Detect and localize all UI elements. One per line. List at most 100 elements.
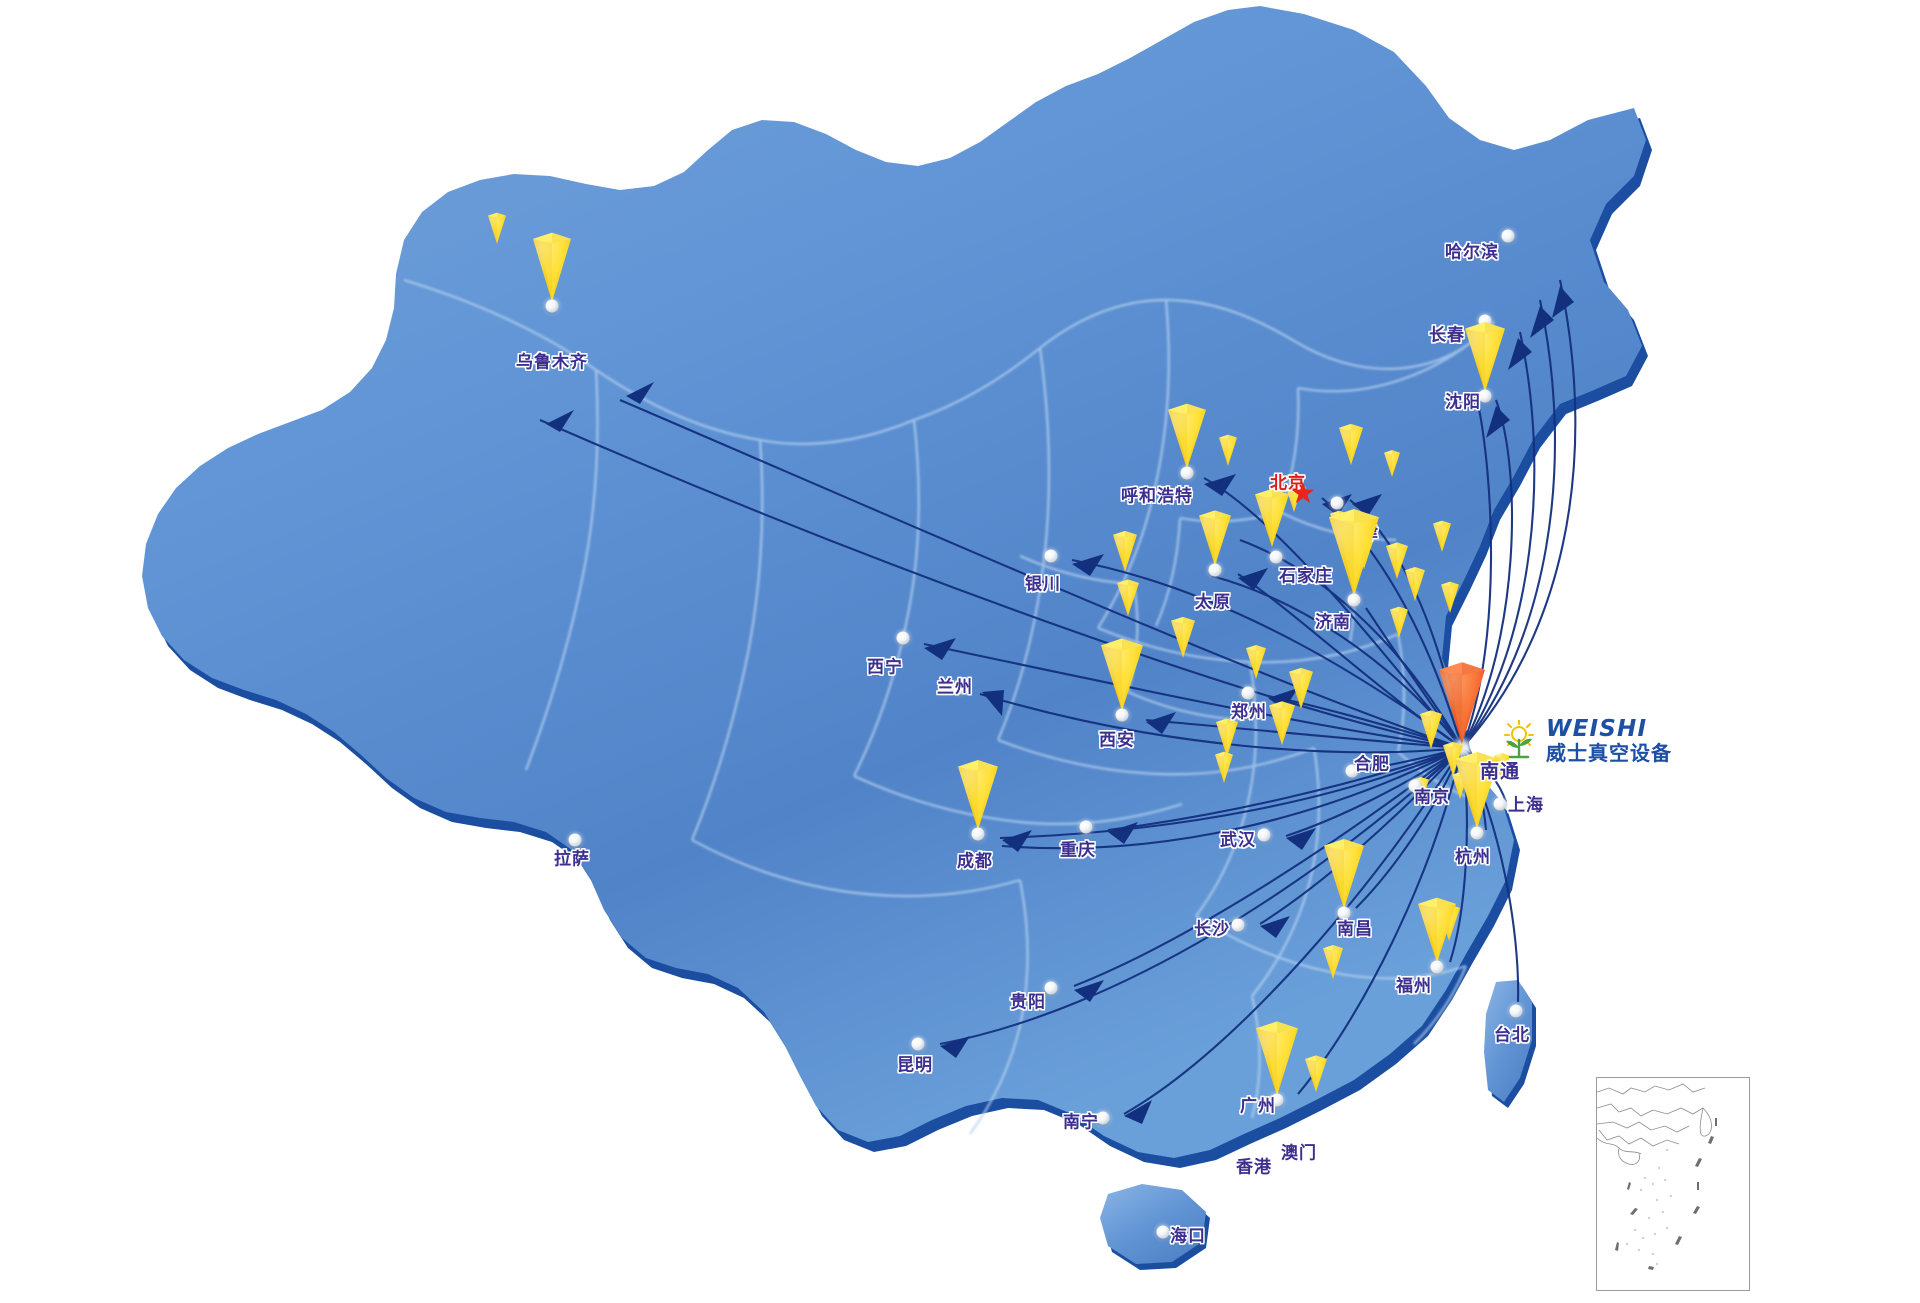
city-label-33: 拉萨 — [554, 849, 590, 870]
city-label-29: 香港 — [1236, 1157, 1272, 1178]
city-dot-icon[interactable] — [1337, 906, 1351, 920]
city-dot-icon[interactable] — [1408, 779, 1422, 793]
city-dot-icon[interactable] — [1478, 389, 1492, 403]
city-dot-icon[interactable] — [1270, 1093, 1284, 1107]
capital-star-icon: ★ — [1289, 476, 1317, 511]
hub-city-label: 南通 — [1479, 760, 1521, 783]
distribution-cone-marker — [1455, 751, 1499, 833]
city-dot-icon[interactable] — [1347, 593, 1361, 607]
distribution-cone-marker — [1101, 638, 1143, 715]
city-label-12: 兰州 — [937, 677, 973, 698]
city-label-7: 石家庄 — [1279, 566, 1333, 587]
distribution-cone-marker — [1390, 606, 1408, 642]
city-dot-icon[interactable] — [1501, 229, 1515, 243]
city-label-0: 乌鲁木齐 — [516, 352, 588, 373]
city-label-9: 银川 — [1025, 574, 1061, 595]
city-label-31: 海口 — [1170, 1226, 1206, 1247]
south-china-sea-inset-map — [1596, 1077, 1750, 1291]
distribution-cone-marker — [1117, 579, 1139, 620]
distribution-cone-marker — [1171, 616, 1195, 662]
distribution-cone-marker — [1305, 1055, 1327, 1096]
city-dot-icon[interactable] — [1115, 708, 1129, 722]
distribution-cone-marker — [1216, 718, 1238, 761]
distribution-cone-marker — [1113, 530, 1137, 576]
distribution-cone-marker — [1255, 488, 1289, 551]
hainan-island — [1100, 1184, 1210, 1270]
city-dot-icon[interactable] — [1096, 1111, 1110, 1125]
city-dot-icon[interactable] — [545, 299, 559, 313]
city-dot-icon[interactable] — [1156, 1225, 1170, 1239]
distribution-cone-marker — [1215, 751, 1233, 787]
city-label-14: 西安 — [1099, 730, 1135, 751]
city-label-21: 杭州 — [1455, 847, 1491, 868]
city-label-26: 昆明 — [897, 1055, 933, 1076]
distribution-cone-marker — [1433, 520, 1451, 556]
distribution-cone-marker — [1289, 667, 1313, 713]
city-label-18: 成都 — [957, 851, 993, 872]
city-dot-icon[interactable] — [1269, 550, 1283, 564]
distribution-cone-marker — [1465, 322, 1505, 396]
distribution-cone-marker — [1323, 945, 1343, 983]
distribution-cone-marker — [1199, 510, 1231, 570]
city-label-1: 哈尔滨 — [1445, 242, 1499, 263]
city-dot-icon[interactable] — [896, 631, 910, 645]
city-dot-icon[interactable] — [1044, 981, 1058, 995]
route-arrowheads — [546, 286, 1574, 1124]
inset-map-svg — [1596, 1078, 1749, 1290]
city-dot-icon[interactable] — [568, 833, 582, 847]
city-label-25: 贵阳 — [1010, 992, 1046, 1013]
city-dot-icon[interactable] — [1330, 496, 1344, 510]
city-dot-icon[interactable] — [1345, 764, 1359, 778]
province-boundaries — [403, 278, 1495, 1135]
city-label-2: 长春 — [1429, 325, 1465, 346]
city-dot-icon[interactable] — [971, 827, 985, 841]
city-label-27: 广州 — [1240, 1096, 1276, 1117]
distribution-cone-marker — [1420, 710, 1442, 753]
city-label-13: 郑州 — [1231, 702, 1267, 723]
city-dot-icon[interactable] — [1509, 1004, 1523, 1018]
city-dot-icon[interactable] — [1470, 826, 1484, 840]
distribution-cone-marker — [1219, 434, 1237, 470]
city-dot-icon[interactable] — [1208, 563, 1222, 577]
distribution-cone-marker — [1324, 839, 1364, 913]
city-dot-icon[interactable] — [952, 681, 966, 695]
weishi-emblem-icon — [1504, 719, 1534, 758]
city-label-30: 澳门 — [1281, 1143, 1317, 1164]
city-dot-icon[interactable] — [1493, 797, 1507, 811]
city-label-3: 沈阳 — [1445, 392, 1481, 413]
distribution-cone-marker — [1339, 423, 1363, 469]
city-label-4: 呼和浩特 — [1121, 486, 1193, 507]
logo-chinese-text: 威士真空设备 — [1546, 741, 1672, 765]
weishi-logo[interactable]: WEISHI 威士真空设备 — [1498, 718, 1672, 763]
distribution-cone-marker — [488, 212, 506, 248]
city-label-15: 合肥 — [1354, 754, 1390, 775]
distribution-cone-marker — [1384, 450, 1400, 481]
city-label-23: 长沙 — [1194, 919, 1230, 940]
distribution-cone-marker — [1443, 742, 1463, 780]
city-label-11: 西宁 — [867, 657, 903, 678]
city-dot-icon[interactable] — [1257, 828, 1271, 842]
city-label-17: 南京 — [1414, 787, 1450, 808]
china-landmass — [142, 6, 1646, 1158]
city-dot-icon[interactable] — [1430, 960, 1444, 974]
distribution-cone-marker — [1246, 645, 1266, 683]
city-dot-icon[interactable] — [1231, 918, 1245, 932]
city-label-19: 重庆 — [1060, 840, 1096, 861]
distribution-cone-marker — [1418, 897, 1456, 967]
city-dot-icon[interactable] — [1241, 686, 1255, 700]
distribution-cone-marker — [958, 760, 998, 834]
city-label-16: 上海 — [1508, 795, 1544, 816]
hub-cone-marker[interactable] — [1439, 662, 1485, 748]
distribution-cone-marker — [1286, 485, 1302, 516]
logo-english-text: WEISHI — [1546, 716, 1648, 742]
city-label-10: 济南 — [1315, 612, 1351, 633]
distribution-cone-marker — [1269, 701, 1295, 749]
city-dot-icon[interactable] — [911, 1037, 925, 1051]
city-dot-icon[interactable] — [1079, 820, 1093, 834]
distribution-cone-marker — [1256, 1021, 1298, 1100]
distribution-cone-marker — [1441, 581, 1459, 617]
city-dot-icon[interactable] — [1180, 466, 1194, 480]
city-dot-icon[interactable] — [1044, 549, 1058, 563]
